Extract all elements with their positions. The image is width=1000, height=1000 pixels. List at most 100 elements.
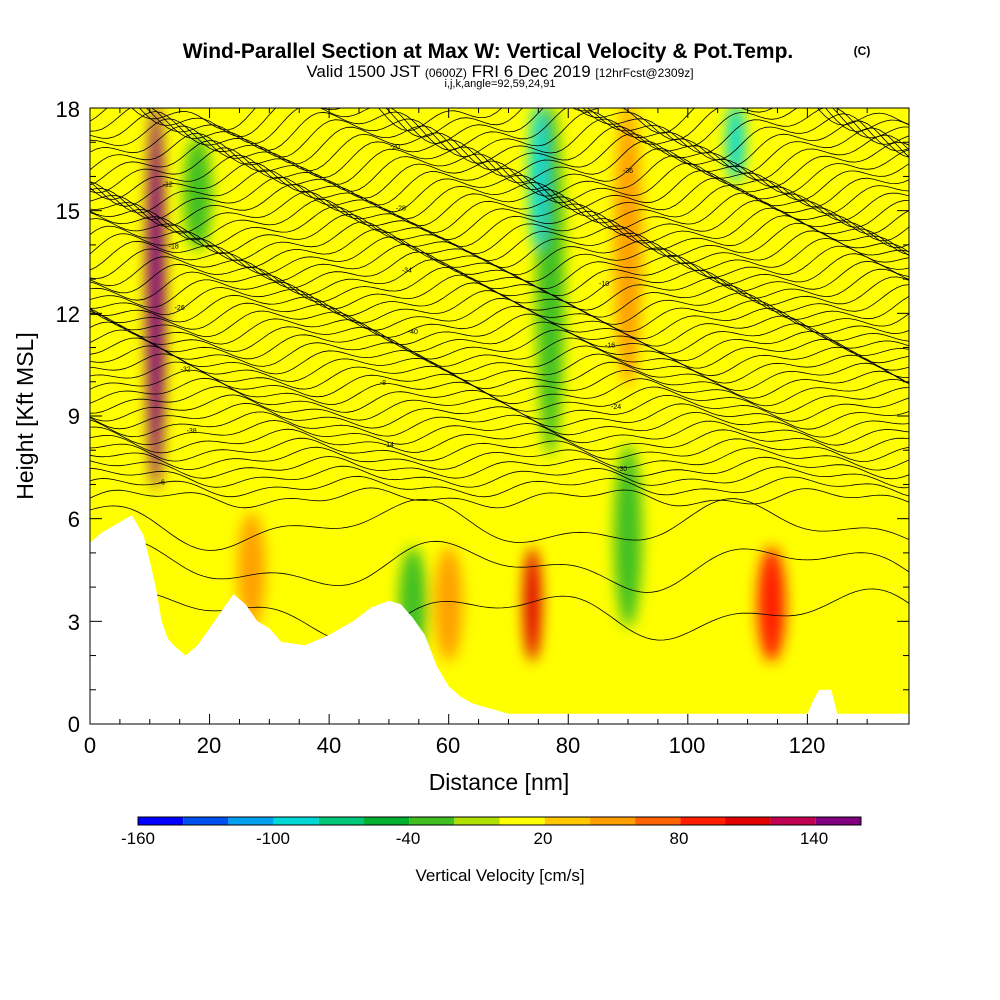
velocity-core — [146, 108, 165, 491]
theta-contour — [90, 213, 909, 255]
colorbar-bin — [454, 817, 500, 825]
theta-contour — [90, 198, 909, 242]
theta-contour — [90, 305, 909, 340]
theta-contour — [90, 228, 909, 269]
colorbar — [137, 816, 862, 826]
y-tick-label: 9 — [68, 404, 80, 429]
theta-contour — [90, 169, 909, 214]
velocity-core — [523, 546, 542, 662]
colorbar-tick-label: 140 — [800, 829, 828, 848]
theta-contour — [90, 361, 909, 391]
x-tick-labels: 0 20 40 60 80 100 120 — [84, 733, 825, 758]
contour-labels: -6 -8 -10 -12 -14 -16 -18 -20 -24 -26 -28 -30 -32 -34… — [159, 144, 634, 486]
chart-title: Wind-Parallel Section at Max W: Vertical… — [183, 40, 794, 63]
theta-contour — [138, 108, 909, 141]
theta-contour — [90, 487, 909, 509]
theta-contour — [90, 118, 909, 168]
contour-label: -30 — [617, 466, 627, 473]
colorbar-tick-label: -160 — [121, 829, 155, 848]
colorbar-tick-label: -100 — [256, 829, 290, 848]
x-tick-label: 40 — [317, 733, 341, 758]
colorbar-tick-labels: -160 -100 -40 20 80 140 — [121, 829, 828, 848]
theta-contour — [90, 394, 909, 422]
colorbar-bin — [318, 817, 364, 825]
colorbar-label: Vertical Velocity [cm/s] — [415, 866, 584, 885]
theta-contour — [90, 313, 909, 347]
theta-contour — [90, 446, 909, 471]
colorbar-bin — [363, 817, 410, 825]
colorbar-tick-label: 20 — [534, 829, 553, 848]
x-tick-label: 0 — [84, 733, 96, 758]
colorbar-bin — [770, 817, 816, 825]
contour-label: -36 — [623, 168, 633, 175]
theta-contour — [90, 538, 909, 593]
contour-label: -12 — [163, 182, 173, 189]
subtitle-date: FRI 6 Dec 2019 — [472, 62, 591, 81]
contour-label: -26 — [175, 305, 185, 312]
colorbar-bin — [228, 817, 274, 825]
theta-contour — [90, 411, 909, 438]
x-tick-label: 100 — [669, 733, 706, 758]
y-tick-label: 12 — [56, 302, 80, 327]
velocity-core — [434, 546, 463, 662]
colorbar-bin — [183, 817, 229, 825]
theta-contour — [90, 176, 909, 221]
theta-contour — [90, 236, 909, 275]
colorbar-bin — [499, 817, 545, 825]
theta-contour — [90, 321, 909, 354]
contour-label: -20 — [390, 144, 400, 151]
theta-contour — [131, 108, 909, 134]
subtitle-forecast: [12hrFcst@2309z] — [595, 66, 693, 80]
theta-contour — [90, 111, 909, 161]
x-axis-label: Distance [nm] — [429, 769, 570, 795]
theta-contour — [90, 297, 909, 333]
theta-contour — [90, 498, 909, 551]
velocity-core — [726, 108, 745, 183]
theta-contour — [90, 456, 909, 480]
theta-contour — [90, 267, 909, 304]
velocity-core — [757, 546, 786, 662]
colorbar-tick-label: -40 — [396, 829, 421, 848]
x-tick-label: 120 — [789, 733, 826, 758]
velocity-core — [237, 512, 266, 628]
colorbar-bin — [138, 817, 184, 825]
colorbar-tick-label: 80 — [670, 829, 689, 848]
contour-label: -34 — [402, 267, 412, 274]
colorbar-bin — [589, 817, 636, 825]
theta-contour — [90, 420, 909, 446]
contour-label: -18 — [169, 243, 179, 250]
theta-contour — [90, 259, 909, 297]
potential-temperature-contours — [90, 108, 909, 643]
y-tick-label: 18 — [56, 97, 80, 122]
colorbar-bin — [635, 817, 681, 825]
theta-contour — [90, 428, 909, 454]
y-tick-label: 15 — [56, 199, 80, 224]
y-tick-labels: 0 3 6 9 12 15 18 — [56, 97, 80, 737]
colorbar-bin — [815, 817, 861, 825]
contour-label: -28 — [396, 206, 406, 213]
contour-label: -10 — [599, 281, 609, 288]
chart-indices: i,j,k,angle=92,59,24,91 — [444, 78, 555, 90]
y-tick-label: 0 — [68, 712, 80, 737]
subtitle-valid: Valid 1500 JST — [306, 62, 420, 81]
colorbar-bin — [544, 817, 590, 825]
colorbar-bin — [725, 817, 771, 825]
theta-contour — [90, 465, 909, 489]
x-tick-label: 20 — [197, 733, 221, 758]
theta-contour — [90, 125, 909, 174]
theta-contour — [90, 337, 909, 369]
theta-contour — [90, 274, 909, 311]
theta-contour — [90, 140, 909, 188]
colorbar-bin — [273, 817, 319, 825]
theta-contour — [90, 251, 909, 290]
theta-contour — [90, 191, 909, 235]
subtitle-zulu: (0600Z) — [425, 66, 467, 80]
theta-contour — [90, 437, 909, 463]
y-tick-label: 3 — [68, 610, 80, 635]
contour-label: -14 — [384, 442, 394, 449]
theta-contour — [90, 184, 909, 228]
theta-contour — [90, 206, 909, 249]
contour-label: -40 — [408, 329, 418, 336]
theta-contour — [90, 221, 909, 262]
